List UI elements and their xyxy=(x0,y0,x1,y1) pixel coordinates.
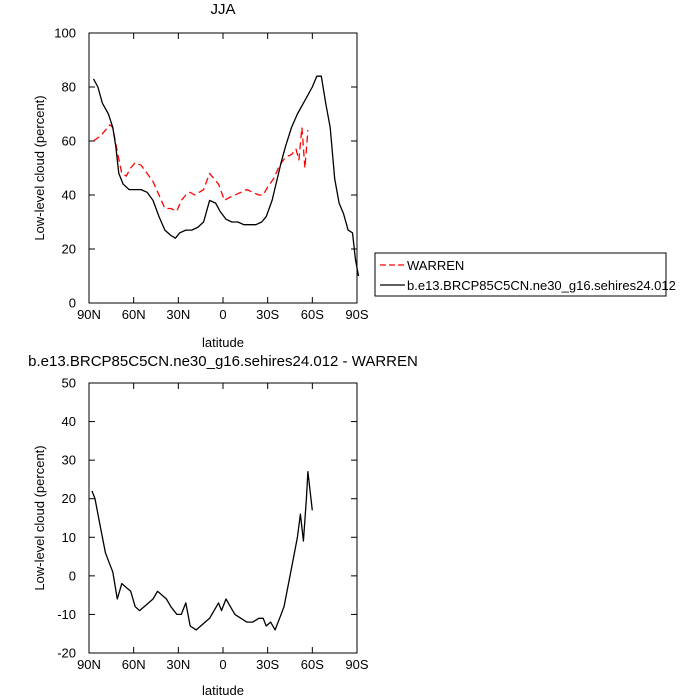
top-chart: JJA latitude Low-level cloud (percent) 9… xyxy=(32,1,369,350)
bottom-plot-frame xyxy=(88,382,358,654)
top-series-line-warren xyxy=(93,124,309,212)
top-x-tick-label: 30S xyxy=(256,307,279,322)
bottom-y-tick-label: -20 xyxy=(57,646,76,661)
bottom-y-tick-label: -10 xyxy=(57,607,76,622)
bottom-y-tick-label: 30 xyxy=(62,453,76,468)
top-x-tick-label: 60N xyxy=(122,307,146,322)
bottom-y-tick-label: 40 xyxy=(62,414,76,429)
bottom-chart-ylabel: Low-level cloud (percent) xyxy=(32,445,47,590)
bottom-x-tick-label: 0 xyxy=(219,657,226,672)
top-series-line-model xyxy=(92,75,360,277)
bottom-y-tick-label: 0 xyxy=(69,568,76,583)
top-y-tick-label: 20 xyxy=(62,242,76,257)
bottom-x-tick-label: 30S xyxy=(256,657,279,672)
bottom-x-tick-label: 60N xyxy=(122,657,146,672)
top-plot-frame xyxy=(88,32,358,304)
top-x-tick-label: 90S xyxy=(345,307,368,322)
top-y-tick-label: 0 xyxy=(69,296,76,311)
bottom-chart: b.e13.BRCP85C5CN.ne30_g16.sehires24.012 … xyxy=(28,353,418,698)
bottom-x-tick-label: 90S xyxy=(345,657,368,672)
bottom-x-tick-label: 60S xyxy=(301,657,324,672)
bottom-chart-title: b.e13.BRCP85C5CN.ne30_g16.sehires24.012 … xyxy=(28,353,418,370)
top-y-tick-label: 80 xyxy=(62,80,76,95)
top-chart-xlabel: latitude xyxy=(202,335,244,350)
bottom-chart-xlabel: latitude xyxy=(202,683,244,698)
bottom-y-tick-label: 20 xyxy=(62,491,76,506)
top-chart-ylabel: Low-level cloud (percent) xyxy=(32,95,47,240)
bottom-series-line-difference xyxy=(91,471,313,631)
top-x-tick-label: 60S xyxy=(301,307,324,322)
legend-box xyxy=(374,252,667,297)
bottom-x-tick-label: 90N xyxy=(77,657,101,672)
top-y-tick-label: 40 xyxy=(62,188,76,203)
top-x-tick-label: 30N xyxy=(166,307,190,322)
legend-label-model: b.e13.BRCP85C5CN.ne30_g16.sehires24.012 xyxy=(407,278,676,293)
bottom-y-tick-label: 10 xyxy=(62,530,76,545)
legend: WARREN b.e13.BRCP85C5CN.ne30_g16.sehires… xyxy=(374,252,676,297)
bottom-x-tick-label: 30N xyxy=(166,657,190,672)
top-chart-title: JJA xyxy=(210,1,235,18)
top-x-tick-label: 0 xyxy=(219,307,226,322)
top-x-tick-label: 90N xyxy=(77,307,101,322)
top-y-tick-label: 60 xyxy=(62,134,76,149)
top-y-tick-label: 100 xyxy=(54,26,76,41)
bottom-y-tick-label: 50 xyxy=(62,376,76,391)
legend-label-warren: WARREN xyxy=(407,258,464,273)
